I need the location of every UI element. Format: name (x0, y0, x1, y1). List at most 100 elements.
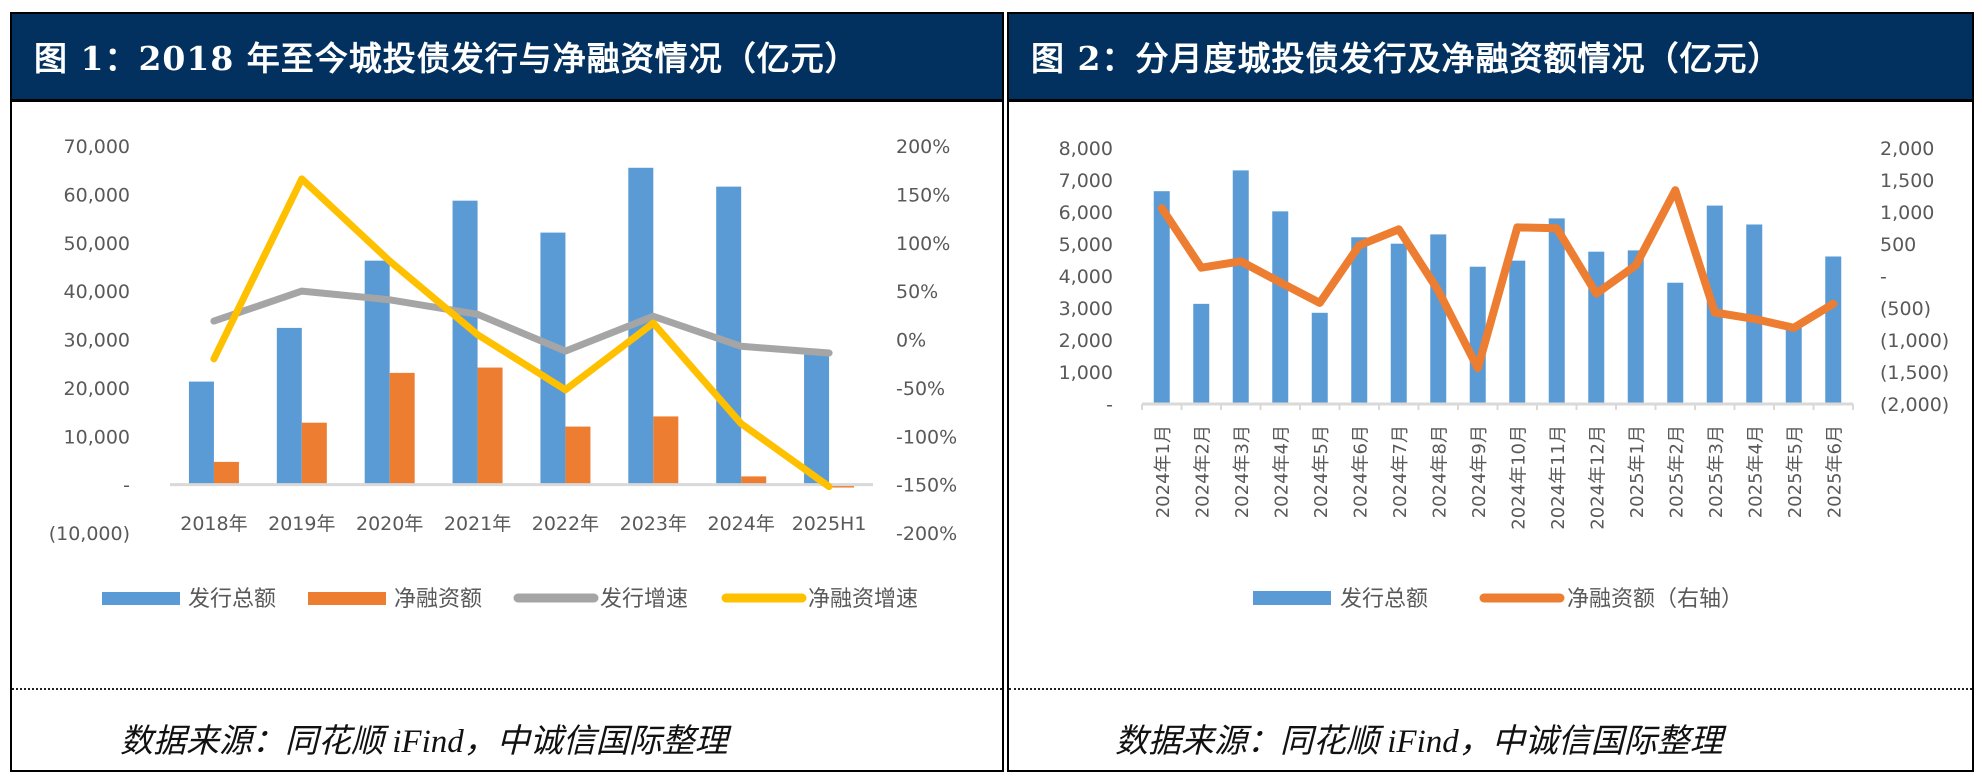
chart-panel-2: 图 2：分月度城投债发行及净融资额情况（亿元） 8,000 7,000 6,000 5… (1007, 12, 1974, 772)
y2-axis-tick-label: 150% (896, 184, 950, 206)
bar-issuance (1193, 303, 1210, 404)
y-axis-tick-label: 5,000 (1059, 234, 1113, 256)
bar-issuance (1785, 325, 1802, 404)
y2-axis-tick-label: - (1880, 266, 1887, 288)
x-axis-tick-label: 2025H1 (792, 513, 867, 535)
y-axis-tick-label: 30,000 (64, 330, 130, 352)
bar-net-financing (389, 372, 415, 485)
y2-axis-tick-label: 500 (1880, 234, 1916, 256)
bar-issuance (1390, 243, 1407, 404)
y2-axis-tick-label: 1,500 (1880, 170, 1934, 192)
y-axis-tick-label: - (123, 475, 130, 497)
x-axis-tick-label: 2023年 (620, 513, 687, 535)
x-axis-tick-label: 2025年5月 (1785, 425, 1806, 518)
bar-issuance (1667, 282, 1684, 404)
chart-2-source-note: 数据来源：同花顺 iFind，中诚信国际整理 (1115, 724, 1723, 760)
y2-axis-tick-label: 0% (896, 330, 926, 352)
x-axis-tick-label: 2025年3月 (1706, 425, 1727, 518)
x-axis-tick-label: 2019年 (268, 513, 335, 535)
y2-axis-tick-label: -150% (896, 475, 957, 497)
chart-1-title: 图 1：2018 年至今城投债发行与净融资情况（亿元） (34, 39, 859, 78)
y-axis-tick-label: (10,000) (49, 523, 130, 545)
chart-1-source-note: 数据来源：同花顺 iFind，中诚信国际整理 (120, 724, 728, 760)
legend-issuance-swatch (1253, 591, 1331, 605)
y-axis-tick-label: 6,000 (1059, 202, 1113, 224)
x-axis-tick-label: 2024年12月 (1587, 425, 1608, 530)
y-axis-tick-label: 3,000 (1059, 298, 1113, 320)
x-axis-tick-label: 2025年6月 (1824, 425, 1845, 518)
y2-axis-tick-label: (500) (1880, 298, 1931, 320)
chart-1-header: 图 1：2018 年至今城投债发行与净融资情况（亿元） (12, 14, 1002, 102)
bar-issuance (1469, 266, 1486, 404)
bar-issuance (1351, 237, 1368, 404)
legend-issuance-label: 发行总额 (188, 587, 276, 612)
bar-issuance (452, 200, 478, 485)
y-axis-tick-label: 70,000 (64, 136, 130, 158)
x-axis-tick-label: 2024年4月 (1271, 425, 1292, 518)
bar-net-financing (477, 367, 503, 485)
bar-issuance (540, 232, 566, 485)
y-axis-tick-label: 2,000 (1059, 330, 1113, 352)
y2-axis-tick-label: -100% (896, 426, 957, 448)
bar-net-financing (213, 461, 239, 485)
x-axis-tick-label: 2024年1月 (1153, 425, 1174, 518)
x-axis-tick-label: 2024年5月 (1311, 425, 1332, 518)
bar-issuance (1825, 256, 1842, 404)
y2-axis-tick-label: 2,000 (1880, 138, 1934, 160)
legend-net-financing-swatch (308, 592, 386, 605)
x-axis-tick-label: 2024年10月 (1508, 425, 1529, 530)
x-axis-tick-label: 2024年7月 (1390, 425, 1411, 518)
bar-issuance (1430, 234, 1447, 404)
y-axis-tick-label: 8,000 (1059, 138, 1113, 160)
x-axis-tick-label: 2025年1月 (1627, 425, 1648, 518)
y-axis-tick-label: 1,000 (1059, 362, 1113, 384)
x-axis-tick-label: 2024年8月 (1429, 425, 1450, 518)
y-axis-tick-label: 4,000 (1059, 266, 1113, 288)
chart-2-title: 图 2：分月度城投债发行及净融资额情况（亿元） (1031, 39, 1782, 78)
y2-axis-tick-label: (1,500) (1880, 362, 1949, 384)
bar-issuance (1627, 250, 1644, 404)
legend-net-financing-growth-label: 净融资增速 (808, 587, 918, 612)
legend-net-financing-label: 净融资额（右轴） (1567, 587, 1743, 612)
bar-net-financing (565, 426, 591, 485)
x-axis-tick-label: 2022年 (532, 513, 599, 535)
bar-issuance (1153, 191, 1170, 404)
y-axis-tick-label: 40,000 (64, 281, 130, 303)
y-axis-tick-label: 50,000 (64, 233, 130, 255)
y2-axis-tick-label: 1,000 (1880, 202, 1934, 224)
x-axis-tick-label: 2025年4月 (1745, 425, 1766, 518)
chart-2-header: 图 2：分月度城投债发行及净融资额情况（亿元） (1009, 14, 1972, 102)
x-axis-tick-label: 2018年 (180, 513, 247, 535)
y2-axis-tick-label: 50% (896, 281, 938, 303)
bar-issuance (1509, 260, 1526, 404)
y2-axis-tick-label: -200% (896, 523, 957, 545)
y2-axis-tick-label: (1,000) (1880, 330, 1949, 352)
bar-issuance (1272, 211, 1289, 404)
bar-issuance (1232, 170, 1249, 404)
legend-issuance-swatch (102, 592, 180, 605)
x-axis-tick-label: 2024年 (708, 513, 775, 535)
bar-issuance (276, 327, 302, 485)
x-axis-tick-label: 2024年2月 (1192, 425, 1213, 518)
chart-2-plot: 8,000 7,000 6,000 5,000 4,000 3,000 2,000 1,000… (1059, 138, 1950, 612)
bar-issuance (1588, 251, 1605, 404)
bar-issuance (188, 381, 214, 485)
y-axis-tick-label: 60,000 (64, 184, 130, 206)
y2-axis-tick-label: (2,000) (1880, 394, 1949, 416)
legend-issuance-growth-label: 发行增速 (600, 587, 688, 612)
bar-net-financing (653, 416, 679, 485)
x-axis-tick-label: 2021年 (444, 513, 511, 535)
line-net-financing-growth (210, 175, 833, 491)
x-axis-tick-label: 2025年2月 (1666, 425, 1687, 518)
y2-axis-tick-label: -50% (896, 378, 945, 400)
x-axis-tick-label: 2024年6月 (1350, 425, 1371, 518)
chart-panel-1: 图 1：2018 年至今城投债发行与净融资情况（亿元） 70,000 60,000… (10, 12, 1004, 772)
x-axis-tick-label: 2024年9月 (1469, 425, 1490, 518)
chart-1-plot: 70,000 60,000 50,000 40,000 30,000 20,000 10,0… (49, 136, 958, 612)
chart-1-footer-divider (12, 688, 1002, 690)
x-axis-tick-label: 2020年 (356, 513, 423, 535)
bar-net-financing (741, 476, 767, 485)
bar-issuance (1311, 312, 1328, 404)
x-axis-tick-label: 2024年3月 (1232, 425, 1253, 518)
legend-net-financing-label: 净融资额 (394, 587, 482, 612)
